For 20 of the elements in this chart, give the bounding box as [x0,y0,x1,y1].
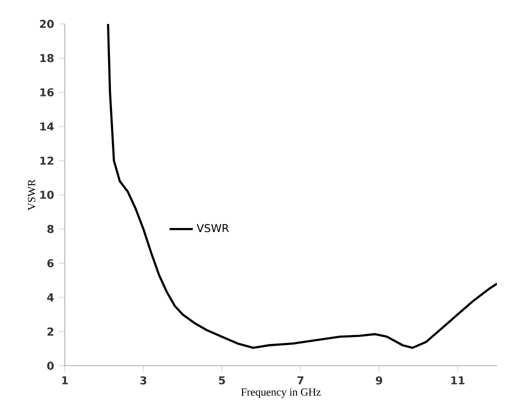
y-tick-label: 18 [40,54,54,62]
y-tick-label: 4 [47,293,54,302]
x-tick-label: 1 [62,376,68,384]
y-axis-title: VSWR [28,179,36,210]
x-tick-label: 11 [451,376,464,384]
y-tick-label: 0 [47,362,54,370]
legend-label: VSWR [196,224,229,232]
y-tick-label: 6 [47,259,54,268]
y-tick-label: 12 [40,156,54,165]
y-tick-label: 20 [40,20,54,28]
y-tick-label: 2 [48,328,54,336]
x-tick-label: 3 [140,376,146,385]
y-tick-label: 14 [40,122,54,130]
y-tick-label: 16 [40,88,54,96]
x-tick-label: 9 [376,376,382,385]
y-tick-label: 8 [47,224,54,234]
x-tick-label: 7 [297,376,304,384]
y-tick-label: 10 [40,190,54,199]
x-tick-label: 5 [219,376,225,384]
x-axis-title: Frequency in GHz [241,388,321,398]
